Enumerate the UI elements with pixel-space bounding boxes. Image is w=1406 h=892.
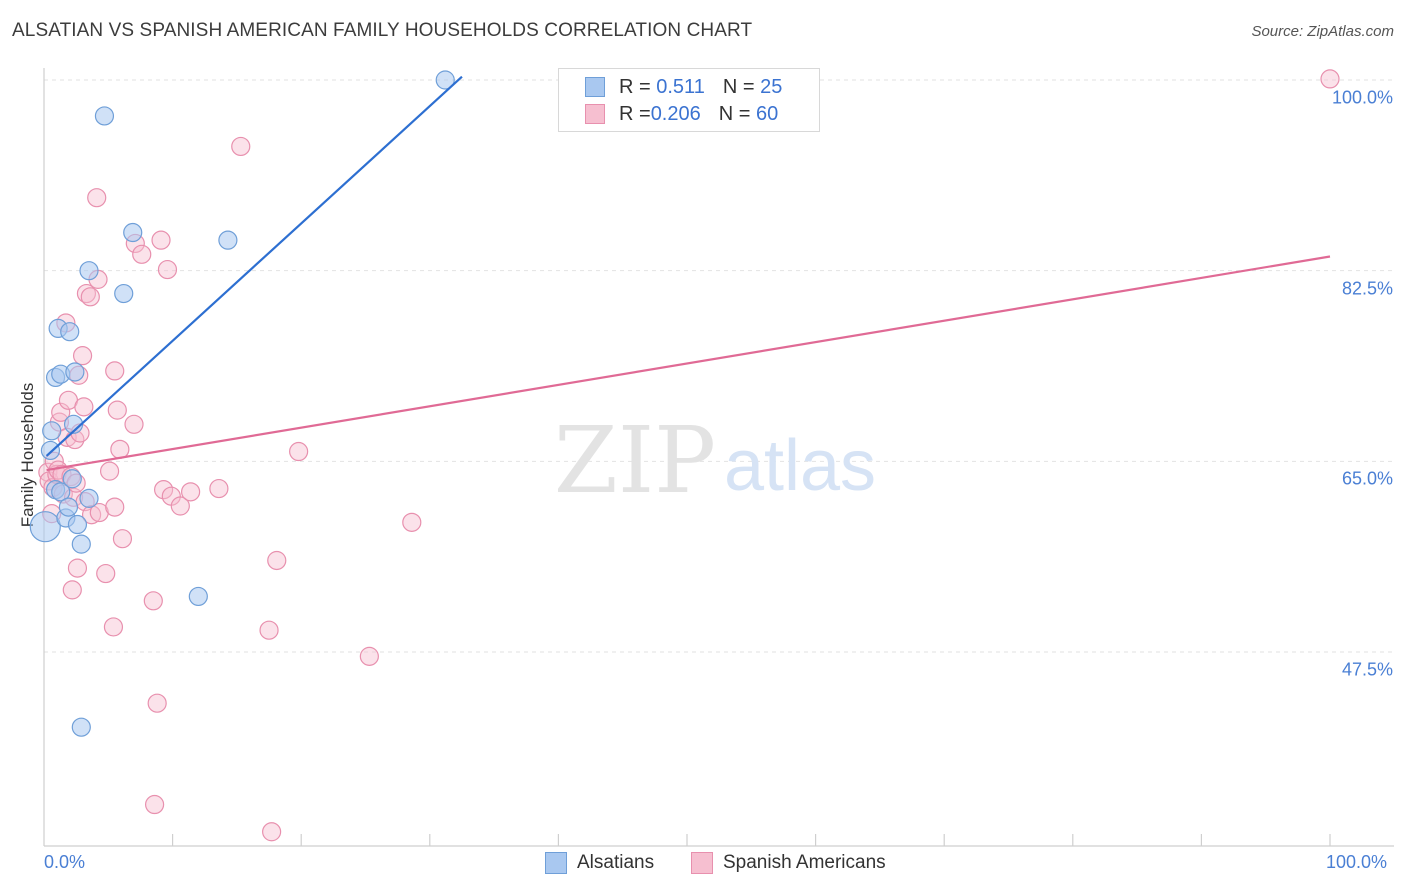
alsatian-point xyxy=(65,362,85,382)
spanish-american-point xyxy=(153,480,174,500)
bottom-legend-spanish-americans: Spanish Americans xyxy=(691,852,886,874)
chart-title: ALSATIAN VS SPANISH AMERICAN FAMILY HOUS… xyxy=(12,20,753,41)
alsatian-point xyxy=(114,283,134,304)
alsatian-point xyxy=(79,488,99,508)
spanish-american-point xyxy=(51,402,71,422)
legend-n-value: 60 xyxy=(756,102,779,125)
alsatian-point xyxy=(218,230,238,250)
spanish-american-point xyxy=(289,441,309,462)
y-tick-label: 47.5% xyxy=(1341,659,1393,680)
spanish-american-point xyxy=(103,617,124,637)
legend-r-value: 0.511 xyxy=(656,75,705,98)
legend-n-value: 25 xyxy=(760,75,783,98)
legend-row-alsatians: R = 0.511 N = 25 xyxy=(585,75,782,99)
legend-r-value: 0.206 xyxy=(650,102,701,125)
legend-swatch-pink xyxy=(585,104,605,124)
y-tick-label: 82.5% xyxy=(1341,278,1393,299)
bottom-legend-alsatians: Alsatians xyxy=(545,852,654,874)
spanish-american-point xyxy=(157,259,178,280)
spanish-american-point xyxy=(259,620,279,640)
spanish-american-point xyxy=(1320,69,1340,89)
legend-r-label: R = xyxy=(619,75,651,98)
spanish-american-point xyxy=(209,478,229,499)
bottom-legend-swatch-blue xyxy=(545,852,567,874)
bottom-legend-swatch-pink xyxy=(691,852,713,874)
alsatian-point xyxy=(60,322,80,342)
spanish-american-point xyxy=(267,550,287,571)
spanish-american-point xyxy=(112,529,133,549)
spanish-american-point xyxy=(262,822,282,842)
alsatian-point xyxy=(58,497,79,517)
alsatian-point xyxy=(29,511,61,543)
spanish-american-point xyxy=(87,188,107,208)
alsatian-point xyxy=(40,440,61,461)
alsatian-point xyxy=(67,514,88,535)
y-tick-label: 100.0% xyxy=(1331,87,1393,108)
alsatian-point xyxy=(188,586,208,607)
x-tick-min: 0.0% xyxy=(44,852,86,872)
spanish-american-point xyxy=(72,346,93,366)
spanish-american-point xyxy=(143,591,163,611)
y-tick-label: 65.0% xyxy=(1341,468,1393,489)
alsatian-point xyxy=(71,717,91,737)
source-label: Source: ZipAtlas.com xyxy=(1251,23,1394,40)
alsatian-point xyxy=(71,534,91,554)
legend-r-label: R = xyxy=(619,102,651,125)
bottom-legend-label: Spanish Americans xyxy=(723,852,886,873)
spanish-american-point xyxy=(124,414,144,434)
spanish-american-point xyxy=(147,693,167,713)
spanish-american-point xyxy=(170,496,190,516)
watermark-zip: ZIP xyxy=(554,407,716,514)
watermark-atlas: atlas xyxy=(724,426,876,506)
alsatian-point xyxy=(94,106,115,126)
x-tick-max: 100.0% xyxy=(1326,852,1388,872)
alsatian-point xyxy=(62,469,82,489)
alsatian-point xyxy=(79,261,99,281)
spanish-american-point xyxy=(105,361,125,381)
spanish-american-point xyxy=(402,512,422,532)
alsatian-point xyxy=(435,70,455,90)
spanish-american-point xyxy=(99,461,120,481)
trend-lines xyxy=(45,75,1331,472)
legend-n-label: N = xyxy=(718,102,751,125)
legend-swatch-blue xyxy=(585,77,605,97)
spanish-american-point xyxy=(96,563,116,584)
series-alsatians-points xyxy=(29,70,455,737)
bottom-legend-label: Alsatians xyxy=(577,852,655,873)
alsatian-point xyxy=(42,421,62,441)
legend-n-label: N = xyxy=(722,75,755,98)
correlation-legend: R = 0.511 N = 25 R = 0.206 N = 60 xyxy=(558,68,820,132)
spanish-americans-trend-line xyxy=(46,255,1331,472)
spanish-american-point xyxy=(107,400,127,420)
spanish-american-point xyxy=(67,558,88,578)
legend-row-spanish-americans: R = 0.206 N = 60 xyxy=(585,102,778,126)
spanish-american-point xyxy=(231,136,251,157)
spanish-american-point xyxy=(80,287,100,307)
spanish-american-point xyxy=(74,397,94,417)
spanish-american-point xyxy=(110,439,130,459)
spanish-american-point xyxy=(105,497,125,517)
alsatian-point xyxy=(51,482,71,502)
spanish-american-point xyxy=(359,646,379,666)
spanish-american-point xyxy=(151,230,171,250)
gridlines xyxy=(44,79,1394,653)
alsatian-point xyxy=(123,222,143,243)
spanish-american-point xyxy=(132,244,152,264)
alsatians-trend-line xyxy=(45,75,463,457)
spanish-american-point xyxy=(181,482,201,502)
spanish-american-point xyxy=(144,794,165,815)
axes xyxy=(43,68,1394,847)
spanish-american-point xyxy=(62,580,82,600)
